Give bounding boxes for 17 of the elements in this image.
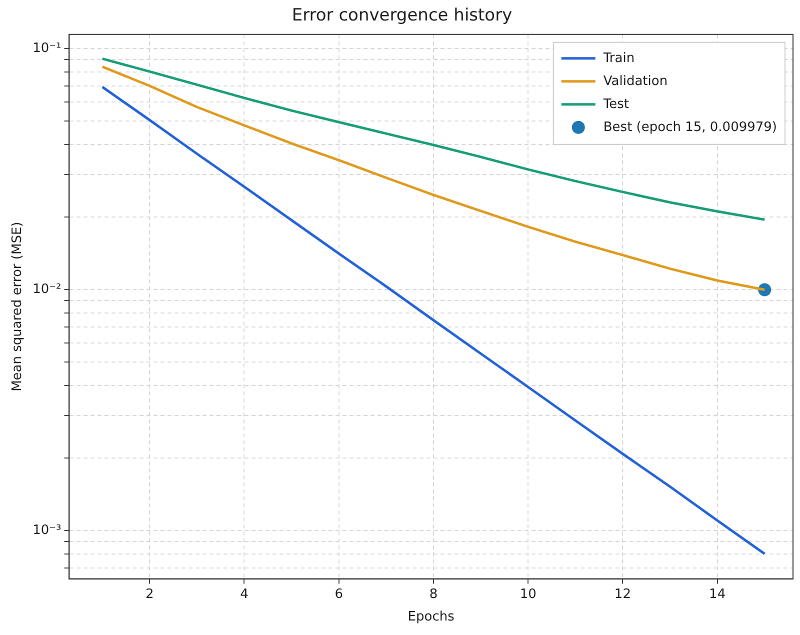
y-tick-label: 10⁻³	[32, 522, 62, 538]
x-tick-label: 12	[614, 586, 631, 602]
chart-title: Error convergence history	[292, 6, 512, 26]
x-tick-label: 2	[145, 586, 154, 602]
y-tick-label: 10⁻²	[32, 282, 62, 297]
y-tick-label: 10⁻¹	[32, 40, 62, 56]
legend-label: Train	[602, 50, 635, 66]
legend-label: Test	[602, 96, 629, 112]
x-tick-label: 10	[520, 586, 536, 602]
x-tick-label: 14	[709, 586, 726, 602]
x-tick-label: 6	[334, 586, 343, 602]
legend-label: Validation	[603, 74, 668, 89]
y-axis-title: Mean squared error (MSE)	[10, 222, 26, 392]
x-axis-title: Epochs	[408, 610, 455, 625]
x-tick-label: 4	[240, 586, 248, 602]
legend-label: Best (epoch 15, 0.009979)	[603, 120, 778, 135]
x-tick-label: 8	[429, 586, 438, 602]
